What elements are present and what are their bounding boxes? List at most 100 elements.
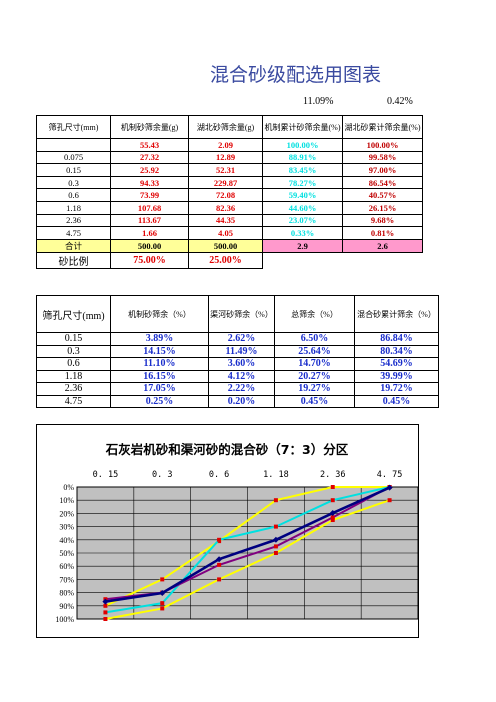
table1-cell: 26.15% [342,200,423,215]
data-point [160,577,165,582]
table2-cell: 3.60% [208,357,275,371]
table1-cell: 73.99 [110,188,189,202]
percent-right: 0.42% [387,96,413,107]
table1-cell: 113.67 [110,213,189,228]
table2-header-cell: 筛孔尺寸(mm) [36,295,111,333]
table1-total-row: 合计 500.00 500.00 2.9 2.6 [36,238,423,253]
table2-header-cell: 总筛余（%） [274,295,355,333]
table2-cell: 0.25% [110,394,209,408]
total-label: 合计 [36,238,111,253]
table2-cell: 86.84% [354,332,439,346]
table1-cell: 0.6 [36,188,111,202]
table1-row: 2.36 113.67 44.35 23.07% 9.68% [36,213,423,228]
data-point [273,551,278,555]
table1-cell: 4.05 [188,226,263,240]
data-point [103,610,108,615]
data-point [273,498,278,503]
table2-row: 1.18 16.15% 4.12% 20.27% 39.99% [36,369,439,383]
table1-cell: 88.91% [262,150,343,165]
y-tick-label: 50% [59,549,74,558]
table2-cell: 20.27% [274,369,355,383]
sieve-table-1: 筛孔尺寸(mm) 机制砂筛余量(g) 湖北砂筛余量(g) 机制累计砂筛余量(%)… [36,115,423,269]
table2-cell: 54.69% [354,357,439,371]
y-tick-label: 70% [59,575,74,584]
table1-cell: 2.36 [36,213,111,228]
table2-cell: 2.36 [36,382,111,396]
x-tick-label: 0. 6 [209,470,229,480]
table2-row: 0.6 11.10% 3.60% 14.70% 54.69% [36,357,439,371]
table2-cell: 14.15% [110,344,209,358]
page-title: 混合砂级配选用图表 [209,64,381,86]
y-tick-label: 90% [59,602,74,611]
y-tick-label: 20% [59,509,74,518]
chart-title: 石灰岩机砂和渠河砂的混合砂（7：3）分区 [105,442,349,457]
table1-cell: 107.68 [110,200,189,215]
table1-cell: 100.00% [262,138,343,152]
total-value: 2.6 [342,238,423,253]
table2-cell: 0.15 [36,332,111,346]
table1-cell: 229.87 [188,175,263,190]
table2-row: 0.3 14.15% 11.49% 25.64% 80.34% [36,344,439,358]
table1-cell: 1.18 [36,200,111,215]
table1-cell: 0.15 [36,163,111,177]
table2-cell: 2.62% [208,332,275,346]
table2-row: 4.75 0.25% 0.20% 0.45% 0.45% [36,394,439,408]
data-point [272,536,279,543]
table2-header-cell: 渠河砂筛余（%） [208,295,275,333]
table1-header-cell: 湖北砂筛余量(g) [188,115,263,139]
data-point [103,603,108,608]
table1-cell: 40.57% [342,188,423,202]
table2-cell: 0.45% [274,394,355,408]
table2-header-cell: 混合砂累计筛余（%） [354,295,439,333]
x-tick-label: 2. 36 [320,470,346,480]
table2-cell: 17.05% [110,382,209,396]
x-tick-label: 0. 15 [93,470,119,480]
table1-cell: 72.08 [188,188,263,202]
table1-cell: 23.07% [262,213,343,228]
data-point [387,498,392,503]
table2-row: 0.15 3.89% 2.62% 6.50% 86.84% [36,332,439,346]
table1-row: 0.15 25.92 52.31 83.45% 97.00% [36,163,423,177]
data-point [330,515,335,520]
table2-row: 2.36 17.05% 2.22% 19.27% 19.72% [36,382,439,396]
table1-cell: 99.58% [342,150,423,165]
table1-cell: 44.60% [262,200,343,215]
table2-cell: 25.64% [274,344,355,358]
data-point [330,518,335,522]
y-tick-label: 60% [59,562,74,571]
table2-cell: 19.27% [274,382,355,396]
data-point [216,556,223,563]
table2-cell: 4.75 [36,394,111,408]
x-tick-label: 1. 18 [263,470,289,480]
series-line [104,486,390,607]
y-tick-label: 10% [59,496,74,505]
table1-header-cell: 机制砂筛余量(g) [110,115,189,139]
table1-row: 4.75 1.66 4.05 0.33% 0.81% [36,226,423,240]
series-line [105,486,391,603]
total-value: 500.00 [110,238,189,253]
y-tick-label: 30% [59,523,74,532]
data-point [330,485,335,489]
table1-cell: 100.00% [342,138,423,152]
table1-cell: 0.3 [36,175,111,190]
table2-header: 筛孔尺寸(mm) 机制砂筛余（%） 渠河砂筛余（%） 总筛余（%） 混合砂累计筛… [36,295,439,333]
table1-cell: 55.43 [110,138,189,152]
table2-cell: 6.50% [274,332,355,346]
table1-ratio-row: 砂比例 75.00% 25.00% [36,251,423,269]
table2-cell: 1.18 [36,369,111,383]
total-value: 500.00 [188,238,263,253]
table2-cell: 16.15% [110,369,209,383]
table2-cell: 0.45% [354,394,439,408]
table2-cell: 39.99% [354,369,439,383]
y-tick-label: 100% [55,615,74,624]
table2-cell: 3.89% [110,332,209,346]
table2-cell: 4.12% [208,369,275,383]
table1-header-cell: 机制累计砂筛余量(%) [262,115,343,139]
table2-cell: 14.70% [274,357,355,371]
table1-cell: 83.45% [262,163,343,177]
series-line [105,499,390,620]
x-tick-label: 4. 75 [377,470,403,480]
table1-cell: 25.92 [110,163,189,177]
x-tick-label: 0. 3 [152,470,172,480]
table1-cell: 78.27% [262,175,343,190]
